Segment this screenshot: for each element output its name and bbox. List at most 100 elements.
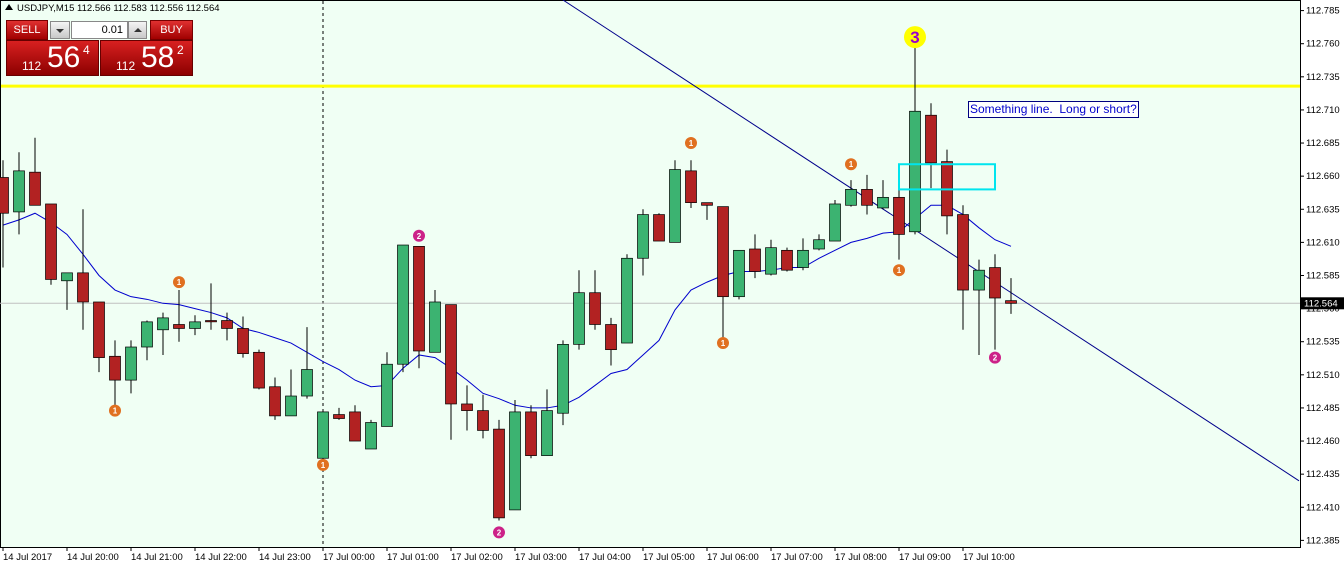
candle-body [317, 411, 329, 459]
candle-body [429, 301, 441, 353]
wave-label: 1 [113, 407, 118, 416]
candle-body [125, 346, 137, 381]
bid-point: 4 [83, 43, 90, 57]
wave-marker [493, 526, 505, 539]
last-price-tag [1301, 297, 1344, 310]
candle-body [525, 411, 537, 456]
ask-panel[interactable]: 112 58 2 [100, 40, 193, 76]
candle-body [765, 247, 777, 275]
candle-body [301, 369, 313, 397]
ask-pips: 58 [141, 41, 175, 74]
candle-body [669, 169, 681, 243]
candle-body [269, 386, 281, 417]
candle-body [557, 344, 569, 414]
bid-big: 112 [22, 59, 42, 73]
y-tick-label: 112.535 [1306, 337, 1340, 348]
candle-body [237, 328, 249, 354]
wave-label: 1 [177, 278, 182, 287]
bid-pips: 56 [47, 41, 81, 74]
candle-body [653, 214, 665, 242]
wave-label: 1 [849, 160, 854, 169]
candle-body [285, 395, 297, 417]
candle-body [621, 257, 633, 344]
x-tick-label: 17 Jul 10:00 [963, 552, 1015, 563]
moving-average [2, 204, 1012, 409]
lot-down[interactable] [50, 21, 70, 39]
candle-body [845, 189, 857, 206]
candle-body [781, 249, 793, 271]
wave-marker [109, 404, 121, 417]
candle-body [461, 403, 473, 411]
wave-marker [317, 458, 329, 471]
wave-marker [845, 158, 857, 171]
candle-body [0, 177, 9, 214]
x-tick-label: 17 Jul 01:00 [387, 552, 439, 563]
y-tick-label: 112.760 [1306, 39, 1340, 50]
symbol: USDJPY,M15 [17, 3, 74, 14]
candle-body [797, 249, 809, 268]
candle-body [877, 196, 889, 209]
wave-marker [173, 276, 185, 289]
wave-marker [904, 26, 926, 49]
candle-body [749, 248, 761, 272]
ask-point: 2 [177, 43, 184, 57]
bid-panel[interactable]: 112 56 4 [6, 40, 99, 76]
candle-body [1005, 300, 1017, 304]
y-tick-label: 112.585 [1306, 270, 1340, 281]
candle-body [333, 414, 345, 419]
candle-body [493, 428, 505, 519]
y-tick-label: 112.660 [1306, 171, 1340, 182]
header-low: 112.556 [150, 3, 184, 14]
candle-body [61, 272, 73, 282]
candle-body [637, 214, 649, 259]
candle-body [573, 292, 585, 345]
candle-body [861, 189, 873, 206]
lot-up[interactable] [128, 21, 147, 39]
candle-body [109, 355, 121, 381]
candle-body [733, 249, 745, 298]
wave-label: 1 [721, 339, 726, 348]
candle-body [157, 317, 169, 331]
x-tick-label: 17 Jul 02:00 [451, 552, 503, 563]
y-tick-label: 112.460 [1306, 436, 1340, 447]
candle-body [45, 203, 57, 280]
x-tick-label: 14 Jul 20:00 [67, 552, 119, 563]
candle-body [909, 110, 921, 233]
x-tick-label: 17 Jul 05:00 [643, 552, 695, 563]
collapse-arrow[interactable] [5, 4, 13, 10]
y-tick-label: 112.410 [1306, 502, 1340, 513]
sell-button[interactable]: SELL [6, 20, 48, 40]
candle-body [973, 269, 985, 291]
candle-body [173, 324, 185, 329]
x-tick-label: 14 Jul 23:00 [259, 552, 311, 563]
candle-body [829, 203, 841, 242]
lot-input[interactable]: 0.01 [71, 21, 128, 39]
y-tick-label: 112.735 [1306, 72, 1340, 83]
wave-marker [685, 137, 697, 150]
candle-body [189, 321, 201, 329]
candle-body [957, 214, 969, 291]
candle-body [13, 170, 25, 213]
up-arrow [133, 28, 142, 32]
y-tick-label: 112.510 [1306, 370, 1340, 381]
candle-body [717, 206, 729, 298]
plot-area [0, 0, 1301, 548]
x-tick-label: 17 Jul 00:00 [323, 552, 375, 563]
wave-label: 3 [910, 28, 919, 47]
x-tick-label: 14 Jul 22:00 [195, 552, 247, 563]
candle-body [141, 321, 153, 348]
candle-body [701, 202, 713, 206]
y-tick-label: 112.485 [1306, 403, 1340, 414]
down-arrow [56, 29, 64, 33]
candle-body [349, 411, 361, 442]
buy-button[interactable]: BUY [150, 20, 193, 40]
y-tick-label: 112.685 [1306, 138, 1340, 149]
y-tick-label: 112.610 [1306, 237, 1340, 248]
wave-label: 2 [993, 354, 998, 363]
x-tick-label: 17 Jul 09:00 [899, 552, 951, 563]
y-tick-label: 112.435 [1306, 469, 1340, 480]
candle-body [605, 324, 617, 351]
x-tick-label: 14 Jul 2017 [3, 552, 52, 563]
